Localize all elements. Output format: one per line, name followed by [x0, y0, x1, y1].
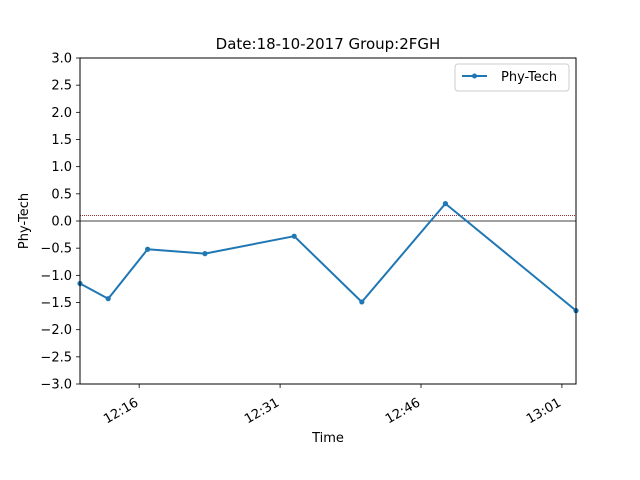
y-tick-label: −1.0 — [40, 269, 72, 284]
reference-lines — [80, 215, 576, 222]
y-tick-label: 0.5 — [51, 187, 72, 202]
legend-label-phy-tech: Phy-Tech — [501, 70, 557, 85]
y-tick-label: 0.0 — [51, 215, 72, 230]
series-layer — [77, 201, 579, 314]
y-tick-label: 1.5 — [51, 133, 72, 148]
data-point — [145, 246, 151, 252]
legend-box — [454, 63, 570, 92]
plot-frame — [79, 57, 577, 385]
series-line — [79, 202, 577, 312]
x-tick-label: 12:46 — [383, 395, 423, 427]
y-tick-label: 2.0 — [51, 106, 72, 121]
data-point — [105, 296, 111, 302]
y-tick-label: 2.5 — [51, 79, 72, 94]
legend: Phy-Tech — [454, 63, 570, 92]
y-tick-label: 1.0 — [51, 160, 72, 175]
x-tick-label: 12:16 — [101, 395, 141, 427]
y-tick-label: −1.5 — [40, 296, 72, 311]
data-point — [291, 233, 297, 239]
x-axis-title: Time — [311, 431, 344, 446]
chart-title: Date:18-10-2017 Group:2FGH — [216, 35, 441, 53]
x-tick-label: 13:01 — [524, 395, 564, 427]
data-point — [359, 299, 365, 305]
y-tick-label: 3.0 — [51, 52, 72, 67]
y-tick-label: −2.0 — [40, 323, 72, 338]
y-tick-label: −0.5 — [40, 242, 72, 257]
y-axis: −3.0 −2.5 −2.0 −1.5 −1.0 −0.5 0.0 0.5 1.0 1.5 2.0 2… — [40, 52, 80, 393]
y-axis-title: Phy-Tech — [17, 193, 32, 249]
legend-swatch-marker — [472, 73, 477, 79]
y-tick-label: −3.0 — [40, 378, 72, 393]
y-tick-label: −2.5 — [40, 350, 72, 365]
x-tick-label: 12:31 — [242, 395, 282, 427]
data-point — [202, 251, 208, 257]
data-point — [442, 201, 449, 207]
x-axis: 12:16 12:31 12:46 13:01 — [101, 384, 564, 427]
